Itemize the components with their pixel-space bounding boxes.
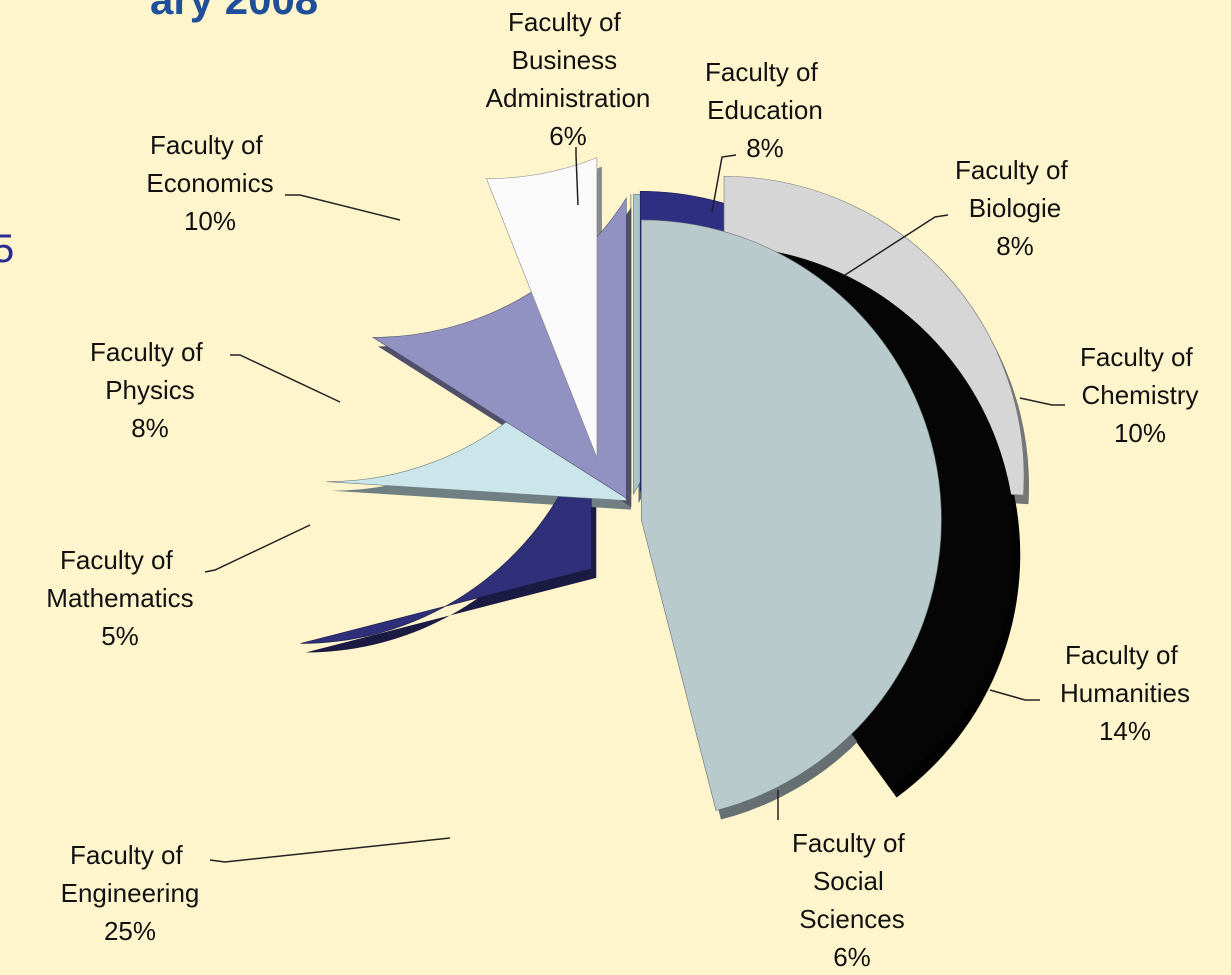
value-label: 6% [833,942,871,972]
leader-line [285,194,401,221]
data-label: Faculty of Economics [146,130,273,198]
data-label: Faculty of Chemistry [1080,342,1200,410]
leader-line [989,689,1040,701]
data-label: Faculty of Social Sciences [792,828,912,934]
slice [486,157,598,458]
data-label: Faculty of Biologie [955,155,1075,223]
data-label: Faculty of Humanities [1060,640,1190,708]
value-label: 10% [1114,418,1166,448]
data-label: Faculty of Mathematics [46,545,193,613]
leader-line [209,837,451,863]
slice [641,219,942,811]
data-label: Faculty of Physics [90,337,210,405]
value-label: 10% [184,206,236,236]
value-label: 8% [131,413,169,443]
value-label: 14% [1099,716,1151,746]
value-label: 8% [996,231,1034,261]
value-label: 25% [104,916,156,946]
chart-title: ary 2008 [150,0,318,23]
value-label: 6% [549,121,587,151]
leader-line [1019,397,1065,406]
leader-line [204,524,311,573]
side-text: 5 [0,227,14,271]
value-label: 5% [101,621,139,651]
value-label: 8% [746,133,784,163]
leader-line [230,354,341,403]
data-label: Faculty of Education [705,57,825,125]
leader-line [575,147,579,206]
data-label: Faculty of Business Administration [486,7,651,113]
leader-line [844,214,949,276]
leader-line [711,154,737,213]
data-label: Faculty of Engineering [61,840,200,908]
